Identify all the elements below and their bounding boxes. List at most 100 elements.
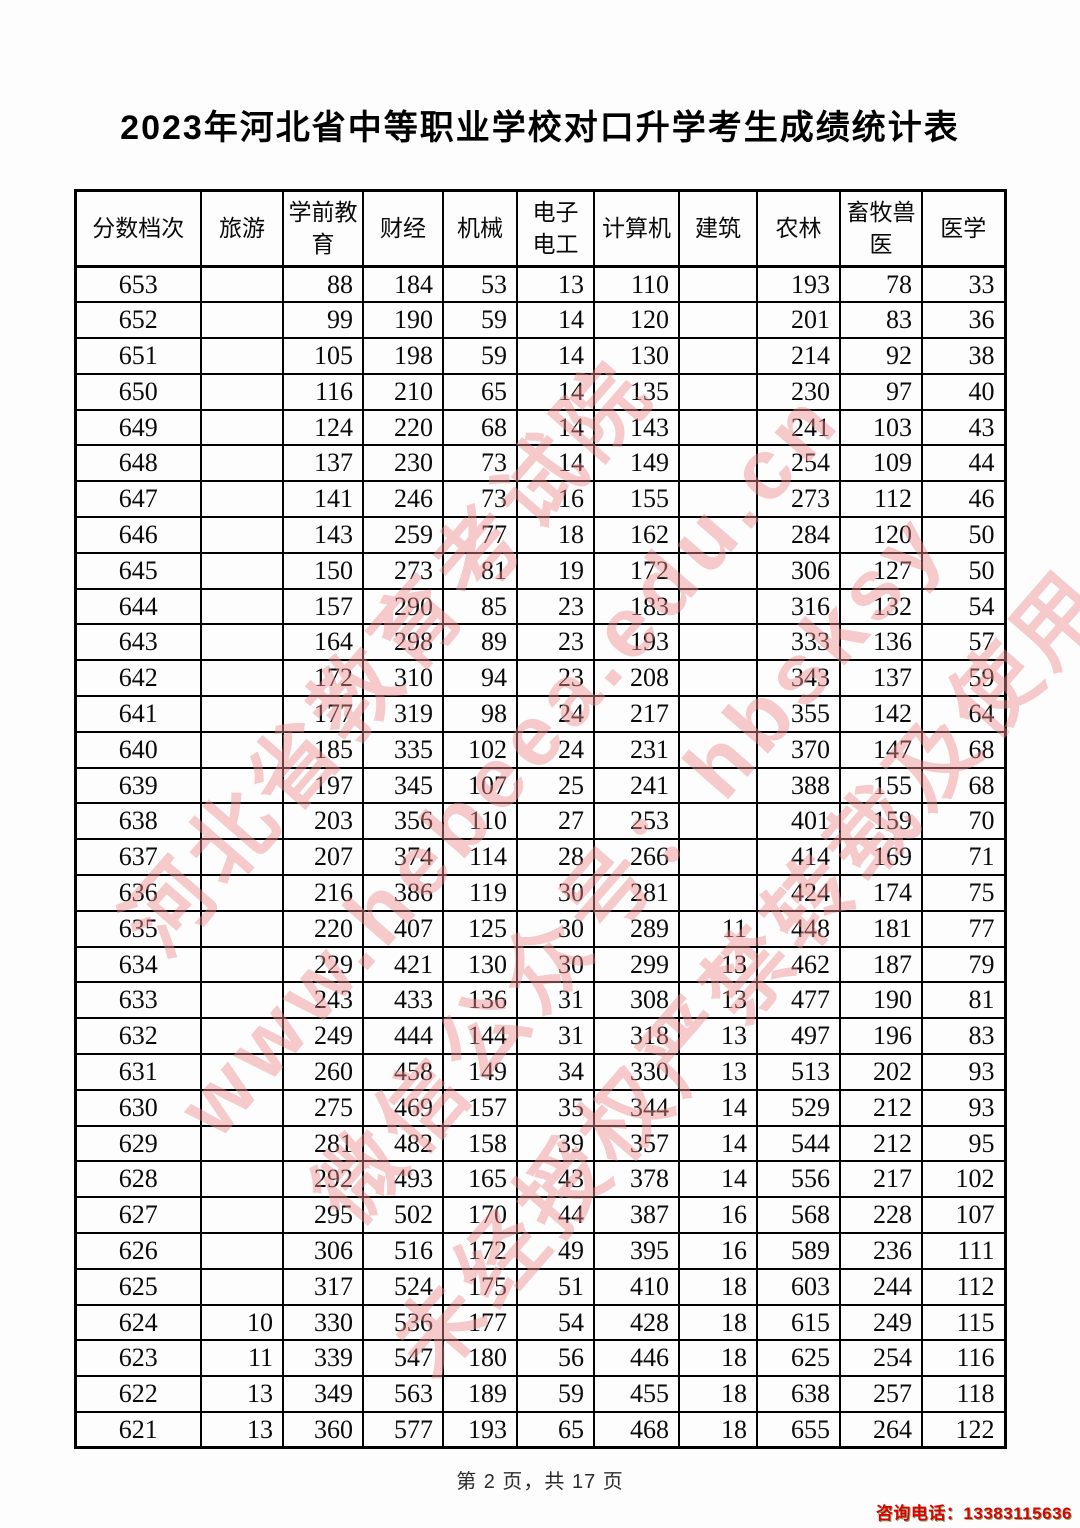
count-cell: 502 (362, 1196, 444, 1235)
col-header-tourism: 旅游 (200, 189, 284, 268)
count-cell: 284 (756, 516, 841, 554)
count-cell: 119 (442, 874, 518, 912)
count-cell: 34 (516, 1053, 595, 1091)
score-tier-cell: 645 (74, 551, 202, 590)
count-cell: 243 (282, 981, 364, 1020)
score-tier-cell: 644 (74, 587, 202, 626)
contact-phone: 咨询电话：13383115636 (875, 1504, 1072, 1523)
count-cell: 177 (442, 1303, 518, 1342)
count-cell: 11 (200, 1339, 284, 1378)
count-cell: 65 (516, 1411, 595, 1449)
count-cell: 75 (921, 874, 1006, 912)
count-cell: 388 (756, 766, 841, 805)
count-cell: 125 (442, 909, 518, 948)
count-cell: 97 (839, 372, 923, 411)
count-cell (200, 372, 284, 411)
count-cell: 150 (282, 551, 364, 590)
col-header-agri-forestry: 农林 (756, 189, 841, 268)
count-cell: 73 (442, 444, 518, 483)
count-cell: 59 (442, 337, 518, 375)
count-cell: 330 (282, 1303, 364, 1342)
count-cell: 655 (756, 1411, 841, 1449)
count-cell: 162 (593, 516, 680, 554)
count-cell: 102 (921, 1160, 1006, 1199)
count-cell: 333 (756, 623, 841, 662)
count-cell: 536 (362, 1303, 444, 1342)
col-header-computer: 计算机 (593, 189, 680, 268)
count-cell: 310 (362, 659, 444, 698)
count-cell: 273 (362, 551, 444, 590)
count-cell: 257 (839, 1375, 923, 1413)
count-cell: 197 (282, 766, 364, 805)
count-cell: 216 (282, 874, 364, 912)
count-cell: 172 (442, 1232, 518, 1270)
count-cell: 81 (921, 981, 1006, 1020)
score-tier-cell: 632 (74, 1017, 202, 1056)
count-cell: 290 (362, 587, 444, 626)
count-cell: 529 (756, 1088, 841, 1127)
count-cell (678, 587, 758, 626)
count-cell: 33 (921, 265, 1006, 304)
count-cell: 190 (362, 301, 444, 340)
table-row: 643 164 298 89 23 193 333 136 57 (74, 623, 1006, 662)
score-tier-cell: 641 (74, 695, 202, 733)
count-cell: 410 (593, 1267, 680, 1306)
count-cell: 335 (362, 730, 444, 769)
count-cell: 589 (756, 1232, 841, 1270)
table-row: 623 11 339 547 180 56 446 18 625 254 116 (74, 1339, 1006, 1378)
count-cell: 177 (282, 695, 364, 733)
count-cell (200, 551, 284, 590)
score-tier-cell: 648 (74, 444, 202, 483)
count-cell (678, 730, 758, 769)
col-header-husbandry-vet: 畜牧兽医 (839, 189, 923, 268)
count-cell: 157 (442, 1088, 518, 1127)
count-cell: 169 (839, 838, 923, 877)
count-cell: 51 (516, 1267, 595, 1306)
count-cell: 92 (839, 337, 923, 375)
count-cell: 203 (282, 802, 364, 841)
count-cell (678, 301, 758, 340)
count-cell (678, 838, 758, 877)
count-cell: 370 (756, 730, 841, 769)
count-cell: 201 (756, 301, 841, 340)
count-cell: 118 (921, 1375, 1006, 1413)
page-title: 2023年河北省中等职业学校对口升学考生成绩统计表 (120, 109, 960, 147)
count-cell: 260 (282, 1053, 364, 1091)
count-cell: 65 (442, 372, 518, 411)
count-cell: 112 (921, 1267, 1006, 1306)
count-cell: 49 (516, 1232, 595, 1270)
count-cell: 28 (516, 838, 595, 877)
table-row: 632 249 444 144 31 318 13 497 196 83 (74, 1017, 1006, 1056)
count-cell: 170 (442, 1196, 518, 1235)
count-cell: 111 (921, 1232, 1006, 1270)
count-cell (200, 623, 284, 662)
count-cell: 180 (442, 1339, 518, 1378)
col-header-electronics: 电子电工 (516, 189, 595, 268)
score-tier-cell: 626 (74, 1232, 202, 1270)
count-cell (678, 408, 758, 447)
score-tier-cell: 630 (74, 1088, 202, 1127)
count-cell: 77 (921, 909, 1006, 948)
score-tier-cell: 653 (74, 265, 202, 304)
count-cell: 345 (362, 766, 444, 805)
score-tier-cell: 621 (74, 1411, 202, 1449)
score-tier-cell: 637 (74, 838, 202, 877)
count-cell (200, 766, 284, 805)
count-cell: 137 (282, 444, 364, 483)
count-cell: 83 (921, 1017, 1006, 1056)
count-cell: 59 (442, 301, 518, 340)
count-cell: 149 (593, 444, 680, 483)
count-cell: 547 (362, 1339, 444, 1378)
score-tier-cell: 622 (74, 1375, 202, 1413)
table-row: 621 13 360 577 193 65 468 18 655 264 122 (74, 1411, 1006, 1449)
table-row: 638 203 356 110 27 253 401 159 70 (74, 802, 1006, 841)
count-cell: 59 (516, 1375, 595, 1413)
col-header-finance: 财经 (362, 189, 444, 268)
score-tier-cell: 624 (74, 1303, 202, 1342)
count-cell: 149 (442, 1053, 518, 1091)
count-cell: 187 (839, 945, 923, 984)
count-cell: 155 (839, 766, 923, 805)
count-cell: 217 (839, 1160, 923, 1199)
count-cell (200, 265, 284, 304)
count-cell: 13 (200, 1375, 284, 1413)
